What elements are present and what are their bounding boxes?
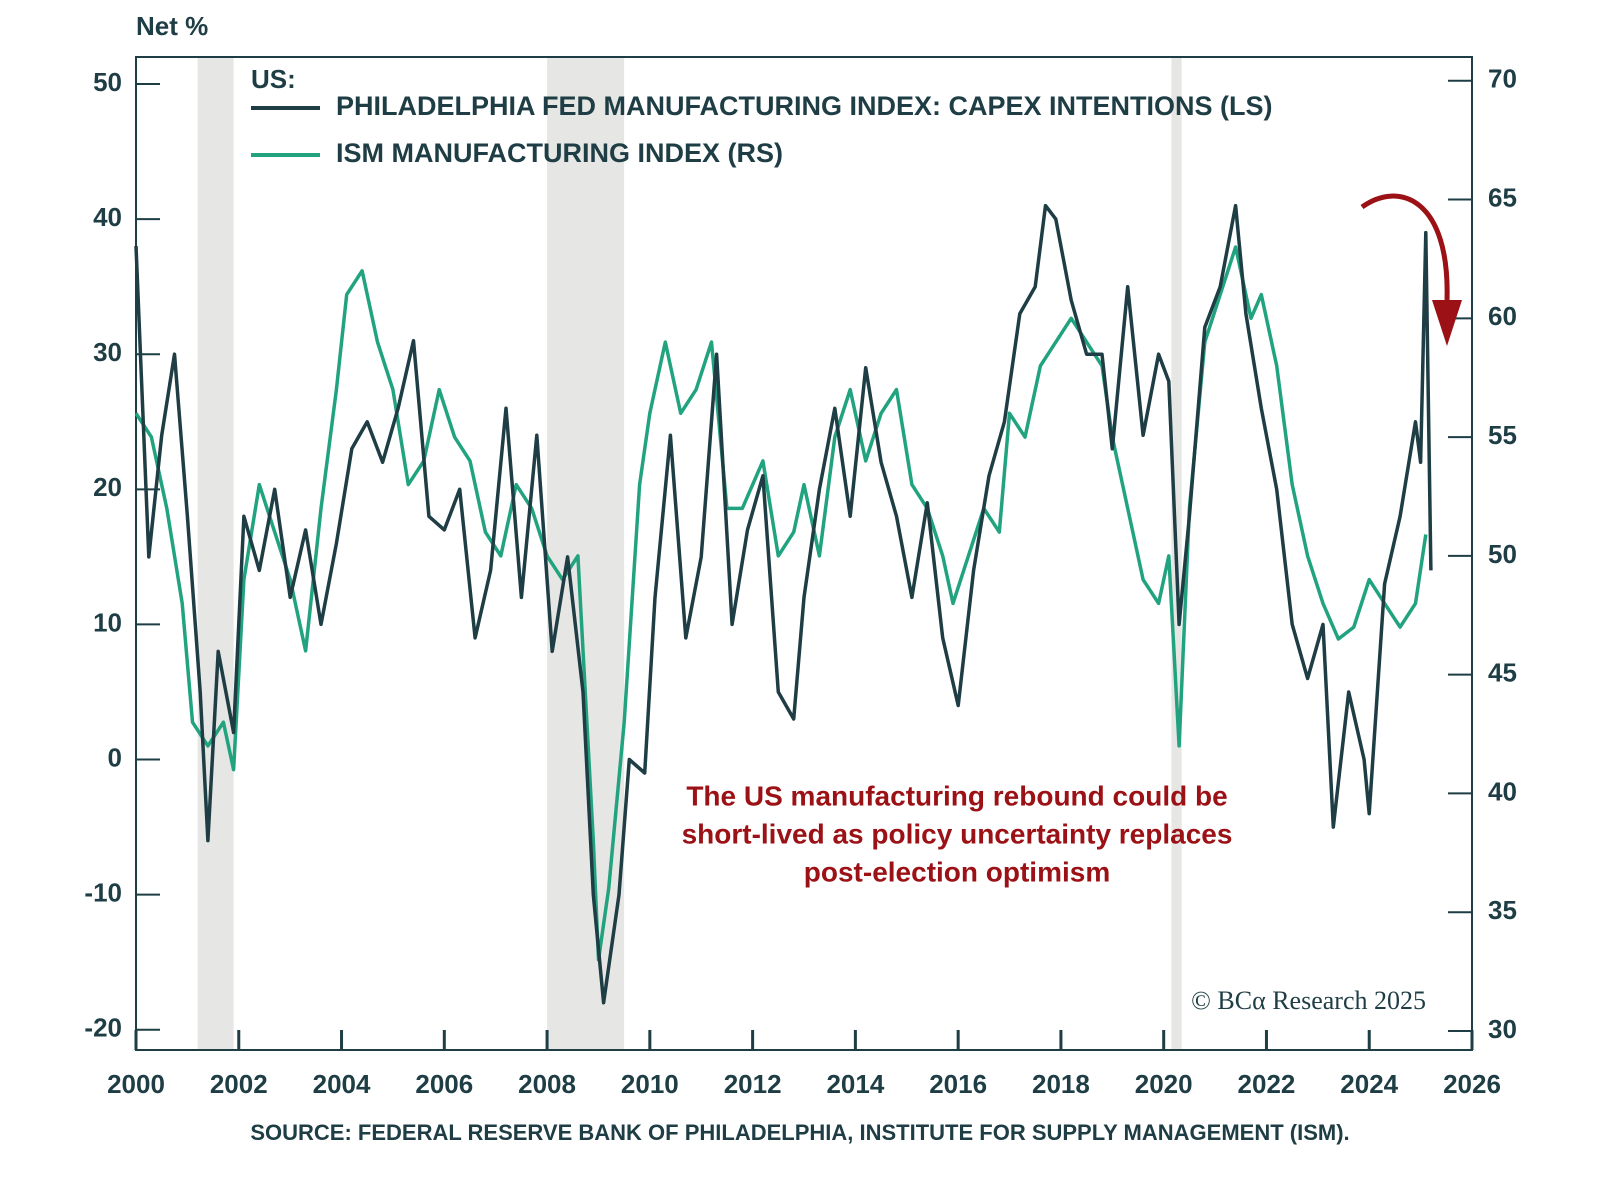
y2-tick-label: 60 — [1488, 301, 1517, 331]
y-tick-label: 50 — [93, 67, 122, 97]
x-tick-label: 2014 — [826, 1069, 884, 1099]
y2-tick-label: 45 — [1488, 658, 1517, 688]
y-tick-label: -10 — [84, 878, 122, 908]
x-tick-label: 2018 — [1032, 1069, 1090, 1099]
series-line — [134, 245, 1428, 962]
y2-tick-label: 35 — [1488, 895, 1517, 925]
x-tick-label: 2004 — [313, 1069, 371, 1099]
x-tick-label: 2006 — [415, 1069, 473, 1099]
annotation: The US manufacturing rebound could be — [686, 780, 1227, 811]
legend-title: US: — [251, 64, 296, 94]
annotation-arrow — [1360, 193, 1462, 346]
y2-tick-label: 30 — [1488, 1014, 1517, 1044]
x-tick-label: 2016 — [929, 1069, 987, 1099]
y-tick-label: 40 — [93, 202, 122, 232]
x-tick-label: 2012 — [724, 1069, 782, 1099]
annotation: short-lived as policy uncertainty replac… — [682, 818, 1233, 849]
x-tick-label: 2022 — [1238, 1069, 1296, 1099]
recession-band — [197, 57, 234, 1050]
legend-label: ISM MANUFACTURING INDEX (RS) — [336, 138, 783, 168]
y-tick-label: -20 — [84, 1013, 122, 1043]
x-tick-label: 2024 — [1340, 1069, 1398, 1099]
x-tick-label: 2026 — [1443, 1069, 1501, 1099]
x-tick-label: 2002 — [210, 1069, 268, 1099]
y-tick-label: 30 — [93, 337, 122, 367]
y2-tick-label: 65 — [1488, 182, 1517, 212]
y-tick-label: 0 — [108, 742, 122, 772]
legend-label: PHILADELPHIA FED MANUFACTURING INDEX: CA… — [336, 91, 1273, 121]
y2-tick-label: 50 — [1488, 539, 1517, 569]
annotation: post-election optimism — [804, 856, 1110, 887]
credit: © BCα Research 2025 — [1191, 986, 1426, 1015]
arrow-head — [1432, 300, 1462, 346]
y2-tick-label: 40 — [1488, 776, 1517, 806]
plot-layer: -20 -10 0 10 20 30 40 50 30 35 40 45 50 55 60 65 70 2000 2… — [84, 56, 1517, 1099]
y2-tick-label: 55 — [1488, 420, 1517, 450]
series-line — [134, 203, 1433, 1005]
axis-unit: Net % — [136, 11, 208, 41]
x-tick-label: 2008 — [518, 1069, 576, 1099]
x-tick-label: 2020 — [1135, 1069, 1193, 1099]
x-tick-label: 2010 — [621, 1069, 679, 1099]
x-tick-label: 2000 — [107, 1069, 165, 1099]
y-tick-label: 10 — [93, 607, 122, 637]
y2-tick-label: 70 — [1488, 64, 1517, 94]
recession-band — [547, 57, 625, 1050]
source: SOURCE: FEDERAL RESERVE BANK OF PHILADEL… — [250, 1120, 1349, 1145]
plot-frame — [135, 56, 1473, 1051]
y-tick-label: 20 — [93, 472, 122, 502]
arrow-shaft — [1360, 193, 1450, 301]
